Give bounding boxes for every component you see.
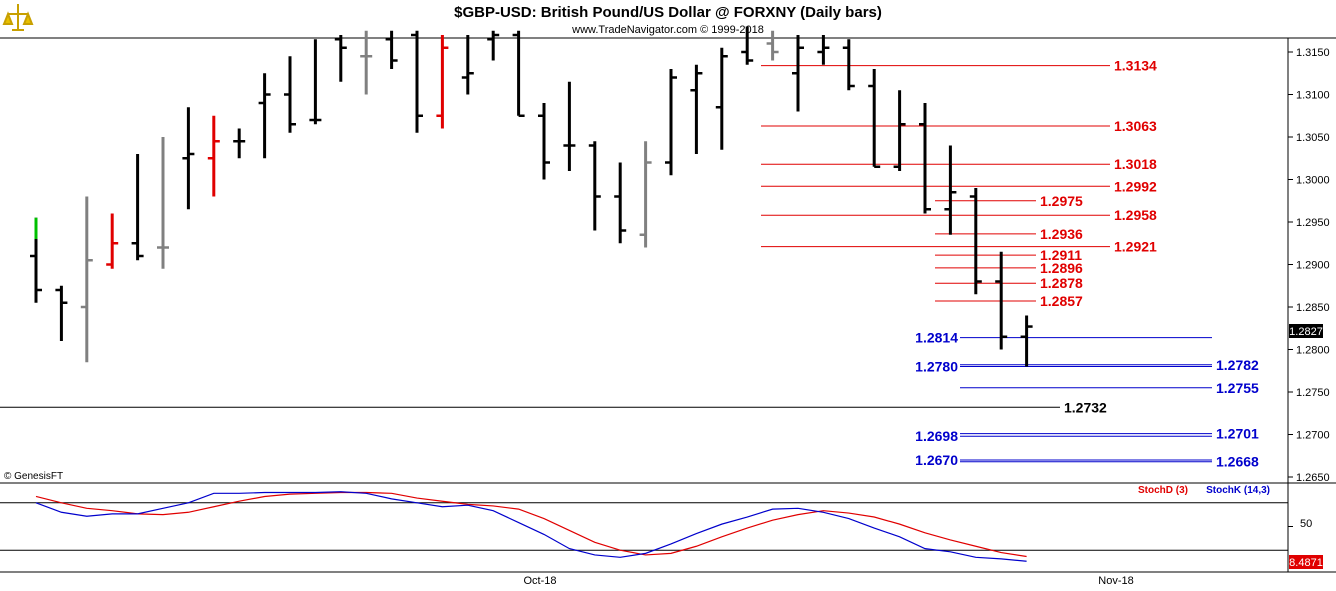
price-level-label: 1.3018: [1114, 156, 1157, 172]
price-tick-label: 1.3000: [1296, 175, 1330, 187]
price-level-label: 1.2755: [1216, 380, 1259, 396]
price-level-label: 1.2896: [1040, 260, 1083, 276]
stoch-axis-tick-50: 50: [1300, 518, 1312, 530]
price-level-label: 1.2921: [1114, 239, 1157, 255]
price-level-label: 1.2911: [1040, 247, 1082, 263]
copyright-label: © GenesisFT: [4, 471, 63, 482]
price-level-label: 1.2814: [915, 330, 958, 346]
price-tick-label: 1.3050: [1296, 132, 1330, 144]
price-level-label: 1.2958: [1114, 207, 1157, 223]
stochastic-panel: [0, 491, 1293, 562]
price-tick-label: 1.2700: [1296, 430, 1330, 442]
price-tick-label: 1.3150: [1296, 47, 1330, 59]
price-level-label: 1.3134: [1114, 58, 1157, 74]
x-label-oct: Oct-18: [523, 575, 556, 587]
price-axis: 1.3150 1.3100 1.3050 1.3000 1.2950 1.2900 1.28…: [1288, 47, 1330, 484]
ohlc-bars: [30, 26, 1033, 367]
price-level-label: 1.2701: [1216, 426, 1259, 442]
stoch-series-line: [35, 491, 1027, 558]
legend-stochk: StochK (14,3): [1206, 485, 1270, 496]
price-level-label: 1.2668: [1216, 454, 1259, 470]
price-level-label: 1.2698: [915, 428, 958, 444]
price-tick-label: 1.2950: [1296, 217, 1330, 229]
price-level-label: 1.3063: [1114, 118, 1157, 134]
price-level-label: 1.2732: [1064, 399, 1107, 415]
price-level-label: 1.2936: [1040, 226, 1083, 242]
price-tick-label: 1.2750: [1296, 387, 1330, 399]
price-levels: 1.3134 1.3063 1.3018 1.2992 1.2975 1.2958 1.29…: [0, 58, 1259, 470]
x-label-nov: Nov-18: [1098, 575, 1133, 587]
price-tick-label: 1.2900: [1296, 260, 1330, 272]
price-level-label: 1.2878: [1040, 275, 1083, 291]
logo-icon: [2, 2, 34, 32]
price-level-label: 1.2782: [1216, 357, 1259, 373]
current-price-label: 1.2827: [1289, 326, 1323, 338]
price-level-label: 1.2975: [1040, 193, 1083, 209]
price-level-label: 1.2780: [915, 359, 958, 375]
price-level-label: 1.2670: [915, 452, 958, 468]
stoch-current-label: 8.4871: [1289, 557, 1323, 569]
stoch-series-line: [35, 491, 1027, 562]
price-tick-label: 1.3100: [1296, 90, 1330, 102]
stoch-current-marker: [1289, 555, 1323, 569]
price-tick-label: 1.2650: [1296, 472, 1330, 484]
current-price-marker: [1289, 324, 1323, 338]
chart-title: $GBP-USD: British Pound/US Dollar @ FORX…: [454, 4, 882, 21]
price-tick-label: 1.2800: [1296, 345, 1330, 357]
price-level-label: 1.2857: [1040, 293, 1083, 309]
price-level-label: 1.2992: [1114, 178, 1157, 194]
price-tick-label: 1.2850: [1296, 302, 1330, 314]
chart-subtitle: www.TradeNavigator.com © 1999-2018: [571, 24, 764, 36]
legend-stochd: StochD (3): [1138, 485, 1188, 496]
